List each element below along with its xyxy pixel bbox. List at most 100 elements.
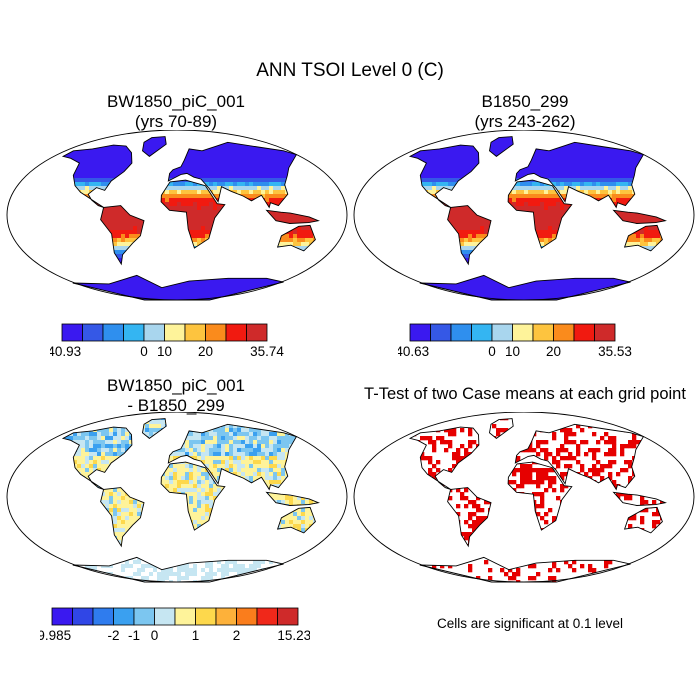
- grid-cell: [169, 246, 174, 251]
- grid-cell: [249, 226, 254, 231]
- grid-cell: [57, 286, 61, 290]
- grid-cell: [504, 166, 509, 171]
- grid-cell: [81, 234, 86, 239]
- grid-cell: [113, 222, 118, 227]
- grid-cell: [17, 150, 21, 154]
- grid-cell: [432, 162, 437, 167]
- grid-cell: [624, 154, 629, 159]
- grid-cell: [576, 154, 581, 159]
- grid-cell: [105, 174, 110, 179]
- grid-cell: [85, 222, 90, 227]
- grid-cell: [572, 170, 577, 175]
- grid-cell: [153, 278, 158, 283]
- grid-cell: [65, 222, 70, 227]
- grid-cell: [329, 142, 333, 146]
- grid-cell: [301, 138, 306, 143]
- grid-cell: [77, 278, 82, 283]
- grid-cell: [221, 146, 226, 151]
- grid-cell: [384, 134, 388, 138]
- grid-cell: [640, 136, 645, 139]
- grid-cell: [161, 170, 166, 175]
- grid-cell: [105, 274, 110, 279]
- grid-cell: [109, 262, 114, 267]
- grid-cell: [113, 258, 118, 263]
- grid-cell: [245, 282, 250, 287]
- grid-cell: [93, 226, 98, 231]
- grid-cell: [297, 226, 302, 231]
- grid-cell: [305, 282, 310, 287]
- grid-cell: [468, 146, 473, 151]
- grid-cell: [125, 138, 130, 143]
- grid-cell: [149, 166, 154, 171]
- grid-cell: [217, 254, 222, 259]
- grid-cell: [696, 130, 697, 134]
- grid-cell: [37, 290, 41, 294]
- grid-cell: [173, 130, 177, 134]
- grid-cell: [101, 294, 106, 299]
- grid-cell: [85, 214, 90, 219]
- grid-cell: [684, 170, 688, 174]
- grid-cell: [129, 202, 134, 207]
- grid-cell: [604, 166, 609, 171]
- grid-cell: [233, 190, 238, 195]
- grid-cell: [273, 182, 278, 187]
- grid-cell: [424, 170, 429, 175]
- grid-cell: [161, 302, 165, 305]
- grid-cell: [97, 274, 102, 279]
- grid-cell: [41, 302, 45, 305]
- grid-cell: [468, 174, 473, 179]
- grid-cell: [341, 174, 345, 178]
- grid-cell: [269, 250, 274, 255]
- grid-cell: [285, 294, 290, 299]
- grid-cell: [492, 150, 497, 155]
- grid-cell: [145, 274, 150, 279]
- grid-cell: [436, 162, 441, 167]
- grid-cell: [9, 182, 13, 186]
- grid-cell: [137, 194, 142, 199]
- grid-cell: [89, 170, 94, 175]
- grid-cell: [464, 162, 469, 167]
- grid-cell: [317, 246, 319, 251]
- grid-cell: [337, 222, 341, 226]
- grid-cell: [392, 142, 396, 146]
- grid-cell: [109, 302, 113, 305]
- grid-cell: [29, 302, 33, 305]
- grid-cell: [508, 162, 513, 167]
- grid-cell: [45, 282, 49, 286]
- grid-cell: [129, 174, 134, 179]
- grid-cell: [101, 198, 106, 203]
- grid-cell: [584, 158, 589, 163]
- grid-cell: [301, 202, 306, 207]
- grid-cell: [173, 250, 178, 255]
- grid-cell: [29, 142, 33, 146]
- grid-cell: [277, 130, 281, 134]
- grid-cell: [233, 154, 238, 159]
- grid-cell: [201, 262, 206, 267]
- grid-cell: [17, 270, 21, 274]
- grid-cell: [305, 226, 310, 231]
- grid-cell: [193, 162, 198, 167]
- grid-cell: [165, 150, 170, 155]
- grid-cell: [153, 154, 158, 159]
- grid-cell: [289, 302, 293, 305]
- grid-cell: [81, 222, 86, 227]
- grid-cell: [600, 178, 605, 183]
- grid-cell: [305, 202, 310, 207]
- grid-cell: [213, 214, 218, 219]
- grid-cell: [257, 262, 262, 267]
- grid-cell: [9, 242, 13, 246]
- grid-cell: [253, 210, 258, 215]
- grid-cell: [337, 206, 341, 210]
- grid-cell: [301, 218, 306, 223]
- grid-cell: [173, 150, 178, 155]
- grid-cell: [193, 226, 198, 231]
- grid-cell: [217, 150, 222, 155]
- grid-cell: [113, 150, 118, 155]
- grid-cell: [129, 278, 134, 283]
- grid-cell: [293, 214, 298, 219]
- grid-cell: [63, 282, 66, 287]
- grid-cell: [380, 154, 384, 158]
- grid-cell: [412, 170, 417, 175]
- grid-cell: [560, 166, 565, 171]
- grid-cell: [177, 210, 182, 215]
